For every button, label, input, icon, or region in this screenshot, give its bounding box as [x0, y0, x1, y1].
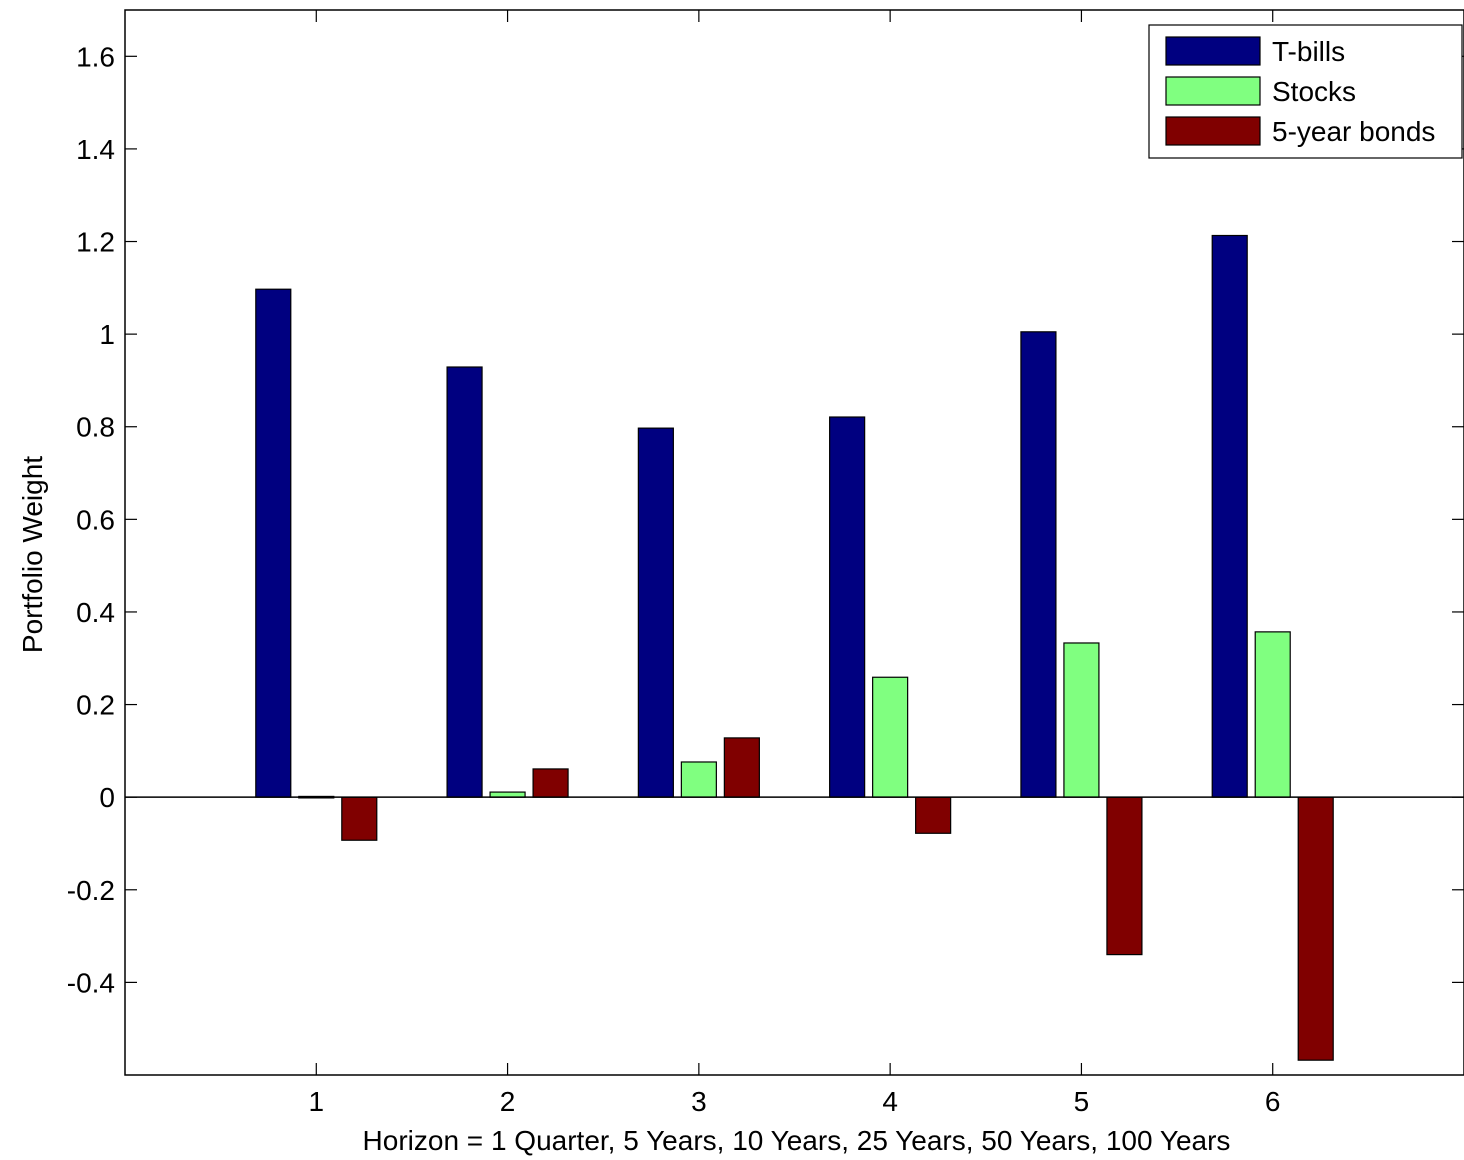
- x-tick-label: 6: [1265, 1086, 1281, 1117]
- bar-stocks-5: [1063, 642, 1100, 798]
- bar-stocks-4: [872, 676, 909, 798]
- x-tick-label: 2: [500, 1086, 516, 1117]
- bar-t-bills-2: [446, 366, 483, 798]
- bars-group: [255, 234, 1334, 1061]
- legend-swatch: [1165, 76, 1261, 106]
- bar-stocks-2: [489, 791, 526, 798]
- plot-frame: [124, 9, 1464, 1076]
- y-tick-label: 0.6: [76, 504, 115, 535]
- legend-label: T-bills: [1272, 36, 1345, 67]
- bar-5-year-bonds-5: [1106, 796, 1143, 956]
- bar-5-year-bonds-6: [1297, 796, 1334, 1061]
- bar-5-year-bonds-4: [915, 796, 952, 834]
- bar-5-year-bonds-2: [532, 768, 569, 798]
- y-tick-label: 1.2: [76, 227, 115, 258]
- bar-t-bills-1: [255, 288, 292, 798]
- y-axis-label: Portfolio Weight: [17, 456, 48, 653]
- bar-t-bills-3: [637, 427, 674, 798]
- y-tick-label: 1: [99, 319, 115, 350]
- legend-label: Stocks: [1272, 76, 1356, 107]
- y-tick-label: 0.8: [76, 412, 115, 443]
- legend-swatch: [1165, 36, 1261, 66]
- y-tick-label: -0.4: [67, 967, 115, 998]
- legend-label: 5-year bonds: [1272, 116, 1435, 147]
- x-tick-label: 3: [691, 1086, 707, 1117]
- bar-5-year-bonds-1: [341, 796, 378, 841]
- bar-t-bills-4: [829, 416, 866, 798]
- bar-stocks-3: [680, 761, 717, 798]
- x-tick-label: 4: [882, 1086, 898, 1117]
- x-axis-label: Horizon = 1 Quarter, 5 Years, 10 Years, …: [363, 1125, 1231, 1156]
- y-tick-label: -0.2: [67, 875, 115, 906]
- y-tick-label: 0.2: [76, 690, 115, 721]
- y-tick-label: 0.4: [76, 597, 115, 628]
- y-tick-label: 0: [99, 782, 115, 813]
- x-tick-label: 5: [1074, 1086, 1090, 1117]
- legend-swatch: [1165, 116, 1261, 146]
- legend: T-bills Stocks 5-year bonds: [1148, 24, 1463, 159]
- bar-5-year-bonds-3: [723, 737, 760, 798]
- y-tick-label: 1.4: [76, 134, 115, 165]
- y-tick-label: 1.6: [76, 41, 115, 72]
- bar-t-bills-6: [1211, 234, 1248, 798]
- bar-stocks-6: [1254, 631, 1291, 798]
- x-tick-label: 1: [308, 1086, 324, 1117]
- axis-ticks: -0.4 -0.2 0 0.2 0.4 0.6 0.8 1 1.2 1.4 1.6 1 2 3 4 5 6: [67, 10, 1464, 1117]
- bar-t-bills-5: [1020, 331, 1057, 798]
